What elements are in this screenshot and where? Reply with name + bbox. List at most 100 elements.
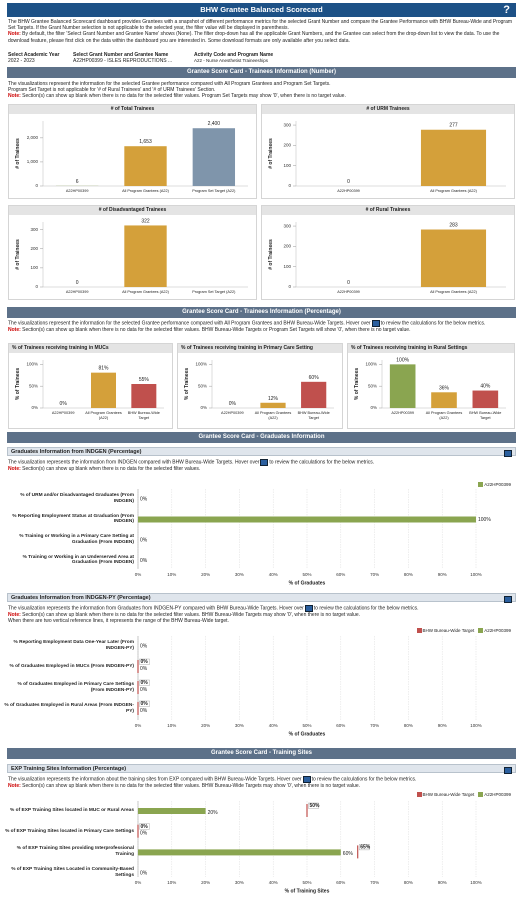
x-tick-label: All Program Grantees (A22) [254, 411, 292, 420]
x-tick-label: All Program Grantees (A22) [85, 411, 122, 420]
help-button[interactable]: ? [503, 4, 510, 16]
y-tick-label: 50% [198, 383, 207, 388]
bar [301, 381, 327, 408]
text: to review the calculations for the below… [269, 459, 375, 466]
filter-label: Activity Code and Program Name [194, 52, 274, 58]
x-tick-label: A22HP00399 [65, 189, 89, 193]
label-box [139, 679, 150, 686]
x-tick-label: 50% [302, 572, 311, 577]
y-tick-label: 100% [26, 362, 38, 367]
y-tick-label: 50% [368, 383, 377, 388]
data-label: 60% [343, 851, 354, 857]
panel-title: Graduates Information from INDGEN (Perce… [11, 449, 142, 455]
y-axis-title: # of Trainees [15, 138, 21, 169]
x-tick-label: 0% [135, 572, 142, 577]
data-label: 12% [268, 396, 279, 402]
chart-panel: % of Trainees receiving training in MUCs… [8, 343, 173, 429]
data-label: 1,653 [139, 139, 152, 145]
data-label: 283 [449, 223, 458, 229]
x-tick-label: A22HP00399 [337, 189, 360, 193]
download-icon[interactable] [504, 766, 512, 774]
plot: # of Trainees 0 100 200 300 0 277 [268, 121, 506, 188]
y-tick-label: 0 [35, 284, 38, 289]
legend-item: A22HP00399 [478, 628, 511, 634]
plot: % of Trainees 0% 50% 100% 100% 36% 40% [354, 357, 506, 410]
note-label: Note: [8, 31, 21, 38]
data-label: 55% [139, 377, 150, 383]
x-tick-label: 50% [302, 723, 311, 728]
y-tick-label: % Reporting Employment Data One-Year Lat… [13, 640, 134, 651]
filter[interactable]: Select Grant Number and Grantee Name A22H… [73, 52, 172, 64]
x-tick-label: 70% [370, 880, 379, 885]
chart-title: % of Trainees receiving training in MUCs [9, 344, 172, 353]
y-tick-label: 200 [283, 244, 291, 249]
x-tick-label: A22HP00399 [221, 411, 244, 415]
filter-value: 2022 - 2023 [8, 58, 35, 64]
chart-title: # of Rural Trainees [262, 206, 514, 215]
y-axis-title: % of Trainees [354, 368, 360, 400]
text: The visualizations represent the informa… [8, 81, 331, 87]
legend-item: BHW Bureau-Wide Target [416, 792, 474, 798]
text: Program Set Target is not applicable for… [8, 87, 216, 94]
x-tick-label: 100% [470, 572, 482, 577]
x-tick-label: All Program Grantees (A22) [430, 189, 477, 193]
x-tick-label: 30% [235, 880, 244, 885]
label-box [139, 823, 150, 830]
data-label: 277 [449, 123, 458, 129]
y-tick-label: 0% [200, 405, 207, 410]
data-label: 36% [439, 385, 450, 391]
note-text: By default, the filter 'Select Grant Num… [8, 31, 500, 44]
y-tick-label: % Reporting Employment Status at Graduat… [12, 513, 134, 525]
panel-header: Graduates Information from INDGEN-PY (Pe… [7, 593, 516, 603]
section-header: Grantee Score Card - Training Sites [7, 748, 516, 759]
bar [260, 402, 286, 408]
download-icon[interactable] [504, 449, 512, 457]
x-axis-title: % of Training Sites [285, 888, 330, 894]
plot: % of Trainees 0% 50% 100% 0% 81% 55% [15, 360, 164, 410]
x-tick-label: All Program Grantees (A22) [430, 290, 477, 294]
y-tick-label: 300 [283, 122, 291, 127]
legend: A22HP00399 [478, 482, 511, 488]
bar [138, 849, 341, 856]
x-tick-label: 30% [235, 572, 244, 577]
section-header: Grantee Score Card - Trainees Informatio… [7, 307, 516, 318]
target-label: 0% [141, 680, 149, 686]
data-label: 6 [76, 179, 79, 185]
y-tick-label: % of EXP Training Sites located in MUC o… [10, 808, 134, 814]
data-label: 0 [347, 179, 350, 185]
download-icon[interactable] [504, 595, 512, 603]
panel-title: Graduates Information from INDGEN-PY (Pe… [11, 595, 151, 601]
data-label: 100% [396, 357, 409, 363]
legend-swatch [478, 482, 484, 488]
text: to review the calculations for the below… [313, 605, 419, 612]
x-tick-label: 100% [470, 723, 482, 728]
y-tick-label: % Training or Working in an Underserved … [22, 554, 134, 566]
note-label: Note: [8, 611, 21, 618]
y-axis-title: # of Trainees [268, 138, 274, 169]
legend-label: A22HP00399 [484, 628, 511, 633]
x-tick-label: 40% [269, 723, 278, 728]
chart-title: % of Trainees receiving training in Rura… [348, 344, 514, 353]
text: The visualization represents the informa… [8, 776, 302, 783]
filter[interactable]: Select Academic Year 2022 - 2023 [8, 52, 59, 64]
y-tick-label: 50% [29, 383, 38, 388]
hover-icon[interactable] [260, 459, 269, 466]
data-label: 0% [140, 643, 148, 649]
legend-label: A22HP00399 [484, 482, 511, 487]
x-tick-label: 80% [404, 723, 413, 728]
x-tick-label: 70% [370, 723, 379, 728]
chart-panel: # of Rural Trainees # of Trainees 0 100 200 3… [261, 205, 515, 300]
data-label: 0% [140, 870, 148, 876]
x-tick-label: 0% [135, 880, 142, 885]
x-tick-label: All Program Grantees (A22) [122, 189, 169, 193]
target-label: 0% [141, 701, 149, 707]
text: to review the calculations for the below… [380, 320, 486, 327]
y-axis-title: # of Trainees [15, 239, 21, 270]
data-label: 0 [76, 280, 79, 286]
x-tick-label: 100% [470, 880, 482, 885]
y-tick-label: 1,000 [27, 159, 39, 164]
filter-label: Select Grant Number and Grantee Name [73, 52, 169, 58]
x-axis-title: % of Graduates [289, 580, 326, 586]
x-tick-label: 40% [269, 572, 278, 577]
panel-header: EXP Training Sites Information (Percenta… [7, 764, 516, 774]
